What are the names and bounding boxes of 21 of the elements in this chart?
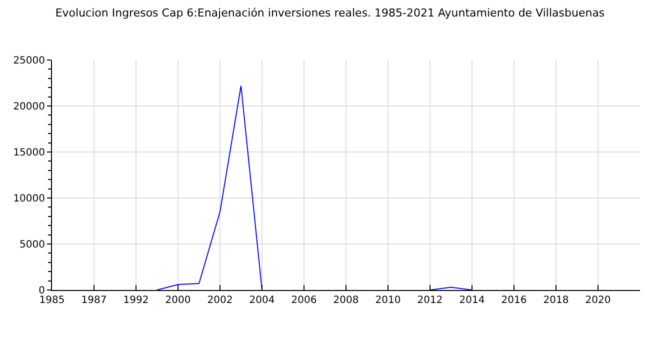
x-tick-label: 2012 — [417, 295, 443, 306]
y-tick-label: 25000 — [13, 56, 45, 66]
x-tick-label: 2004 — [249, 295, 275, 306]
x-tick-label: 2014 — [459, 295, 485, 306]
x-tick-label: 1992 — [123, 295, 149, 306]
x-tick-label: 2000 — [165, 295, 191, 306]
chart-title: Evolucion Ingresos Cap 6:Enajenación inversiones reales. 1985-2021 Ayuntamiento de Villasbuenas — [55, 6, 605, 20]
y-tick-label: 20000 — [13, 102, 45, 112]
y-tick-label: 5000 — [20, 240, 45, 250]
x-tick-label: 2010 — [375, 295, 401, 306]
x-tick-label: 1987 — [81, 295, 107, 306]
x-tick-label: 2018 — [543, 295, 569, 306]
x-tick-label: 2016 — [501, 295, 527, 306]
x-tick-label: 2002 — [207, 295, 233, 306]
x-tick-label: 1985 — [39, 295, 65, 306]
x-tick-label: 2008 — [333, 295, 359, 306]
y-tick-label: 10000 — [13, 194, 45, 204]
y-tick-label: 0 — [38, 286, 45, 296]
x-tick-label: 2006 — [291, 295, 317, 306]
y-tick-label: 15000 — [13, 148, 45, 158]
x-tick-label: 2020 — [585, 295, 611, 306]
